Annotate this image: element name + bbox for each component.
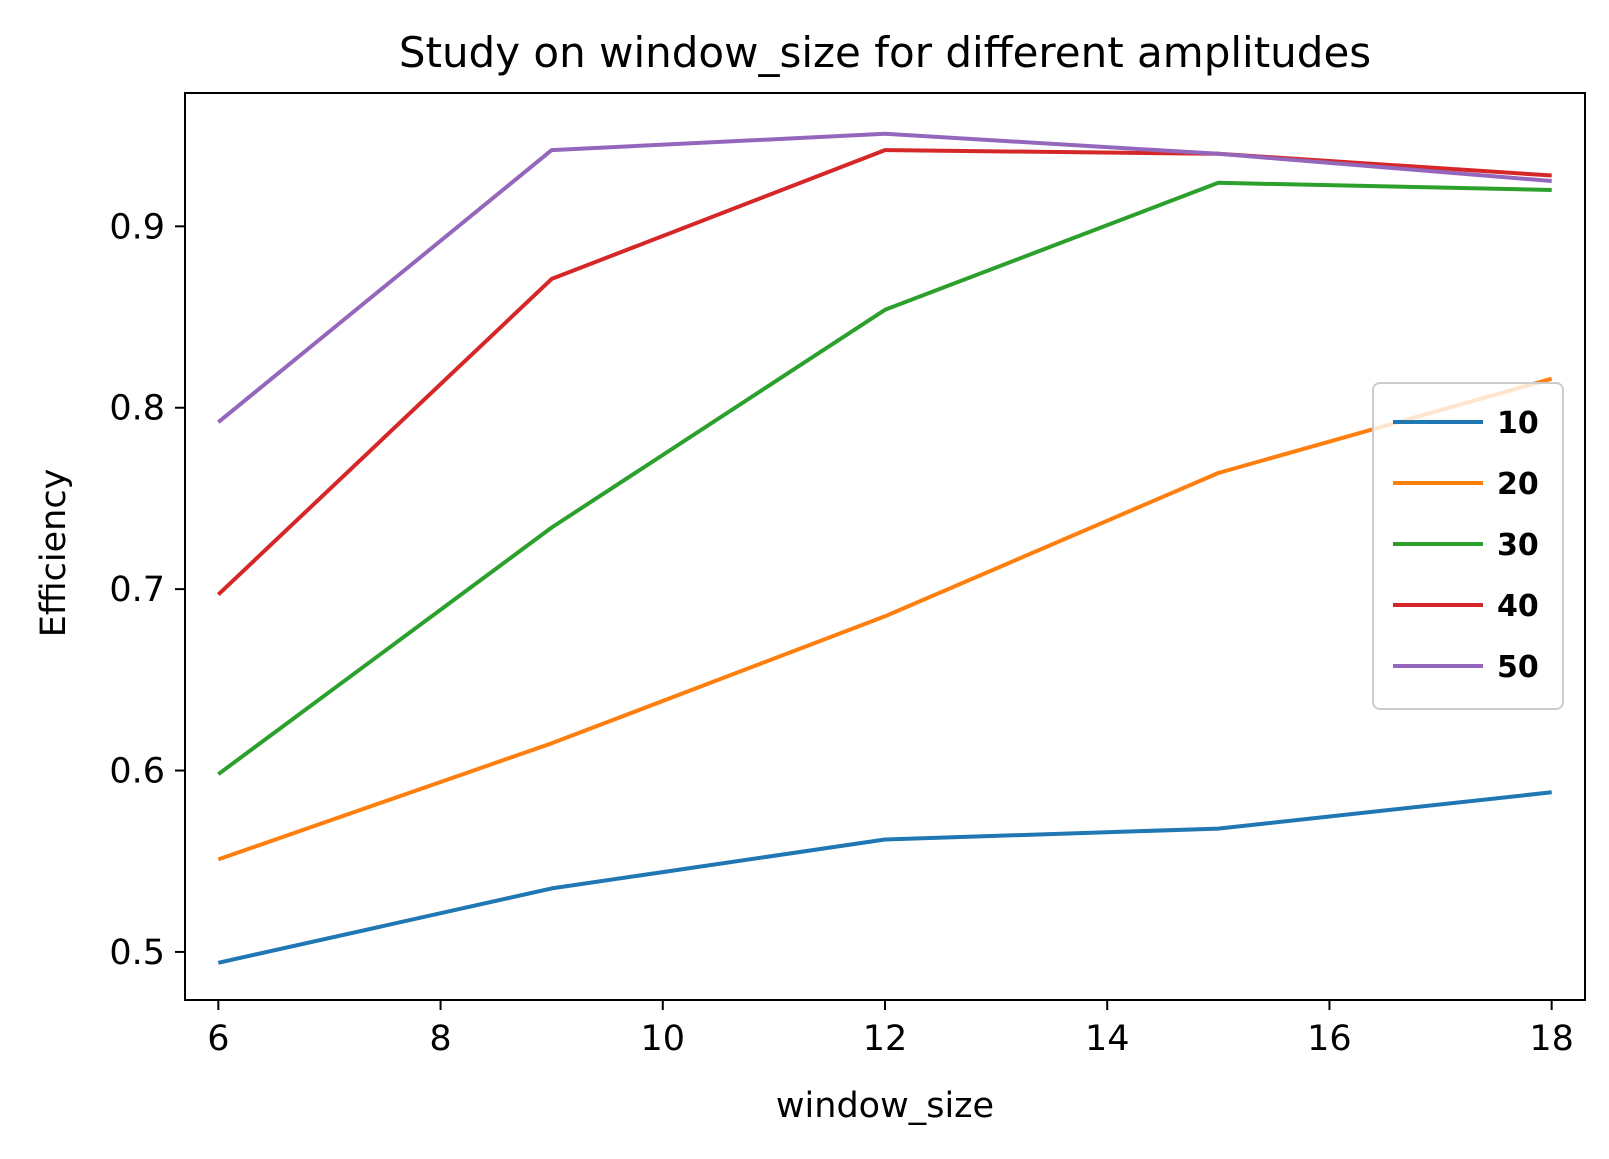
- legend-label-20: 20: [1497, 467, 1539, 502]
- y-tick-label: 0.8: [109, 389, 165, 429]
- legend-label-10: 10: [1497, 406, 1539, 441]
- series-line-20: [217, 376, 1553, 862]
- y-tick-label: 0.9: [109, 207, 165, 247]
- series-line-30: [217, 180, 1552, 776]
- series-lines: [216, 131, 1553, 965]
- x-tick-label: 14: [1085, 1019, 1130, 1059]
- legend-label-30: 30: [1497, 528, 1539, 563]
- y-tick-label: 0.6: [109, 752, 165, 792]
- legend-label-50: 50: [1497, 650, 1539, 685]
- y-axis-ticks: 0.5 0.6 0.7 0.8 0.9: [109, 207, 185, 973]
- x-tick-label: 6: [207, 1019, 229, 1059]
- y-tick-label: 0.5: [109, 933, 165, 973]
- legend: 10 20 30 40 50: [1372, 382, 1564, 710]
- series-line-10: [217, 790, 1552, 965]
- plot-frame: [184, 92, 1586, 1001]
- x-tick-label: 10: [641, 1019, 686, 1059]
- y-tick-label: 0.7: [109, 570, 165, 610]
- x-tick-label: 16: [1307, 1019, 1352, 1059]
- y-axis-label: Efficiency: [34, 469, 74, 638]
- x-tick-label: 18: [1529, 1019, 1574, 1059]
- legend-items: 10 20 30 40 50: [1393, 406, 1539, 685]
- legend-label-40: 40: [1497, 589, 1539, 624]
- x-axis-ticks: 6 8 10 12 14 16 18: [207, 1000, 1574, 1059]
- chart-title: Study on window_size for different ampli…: [399, 28, 1371, 77]
- x-axis-label: window_size: [776, 1086, 994, 1126]
- x-tick-label: 8: [429, 1019, 451, 1059]
- series-line-50: [217, 131, 1552, 424]
- x-tick-label: 12: [863, 1019, 908, 1059]
